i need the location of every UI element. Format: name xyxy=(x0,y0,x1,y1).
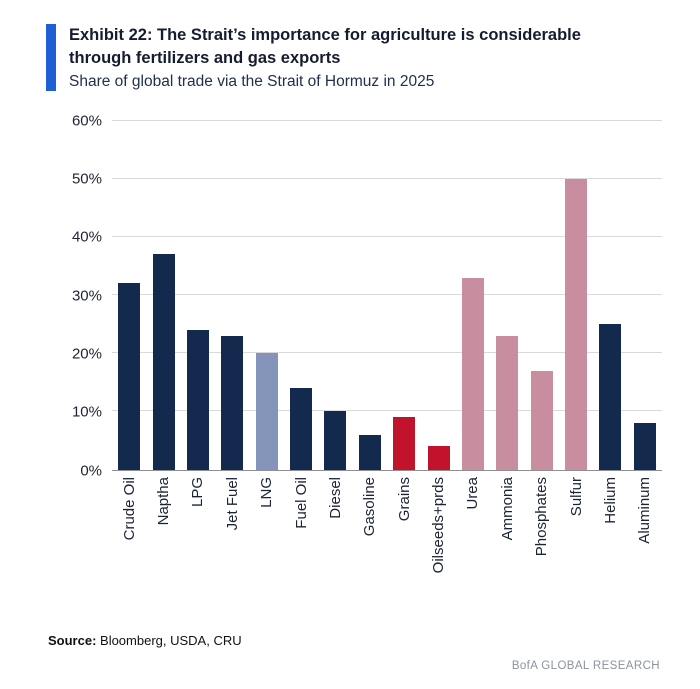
bar-slot xyxy=(318,121,352,470)
source-text: Bloomberg, USDA, CRU xyxy=(96,632,242,648)
exhibit-title: Exhibit 22: The Strait’s importance for … xyxy=(69,26,581,67)
bar-gasoline xyxy=(358,434,381,470)
title-block: Exhibit 22: The Strait’s importance for … xyxy=(69,24,660,91)
exhibit-header: Exhibit 22: The Strait’s importance for … xyxy=(46,24,660,91)
gridlines xyxy=(112,119,662,470)
title-accent-bar xyxy=(46,24,56,91)
bar-fuel-oil xyxy=(290,388,313,470)
bar-slot xyxy=(525,121,559,470)
y-axis: 0% 10% 20% 30% 40% 50% 60% xyxy=(62,112,112,479)
y-tick-label: 30% xyxy=(71,287,102,305)
bar-diesel xyxy=(324,411,347,470)
source-line: Source: Bloomberg, USDA, CRU xyxy=(48,633,662,648)
x-axis-label: LPG xyxy=(189,476,207,507)
bar-slot xyxy=(284,121,318,470)
bar-sulfur xyxy=(565,178,588,470)
bar-ammonia xyxy=(496,335,519,470)
bar-slot xyxy=(353,121,387,470)
bar-slot xyxy=(250,121,284,470)
x-axis-label: Phosphates xyxy=(533,476,551,556)
x-axis-label: Grains xyxy=(395,476,413,521)
bar-lpg xyxy=(186,329,209,470)
bar-slot xyxy=(146,121,180,470)
source-label: Source: xyxy=(48,632,97,648)
x-axis-label: Urea xyxy=(464,476,482,510)
x-axis-label: Helium xyxy=(601,476,619,524)
bar-crude-oil xyxy=(118,283,141,470)
bar-slot xyxy=(456,121,490,470)
x-axis-label: Diesel xyxy=(326,476,344,519)
bar-slot xyxy=(215,121,249,470)
x-axis-labels: Crude Oil Naptha LPG Jet Fuel LNG Fuel Oil Die… xyxy=(112,477,662,619)
bar-slot xyxy=(181,121,215,470)
bar-naptha xyxy=(152,254,175,470)
bar-grains xyxy=(393,417,416,470)
bar-aluminum xyxy=(633,423,656,470)
bar-slot xyxy=(628,121,662,470)
y-tick-label: 10% xyxy=(71,403,102,421)
x-axis-label: Jet Fuel xyxy=(223,476,241,530)
y-tick-label: 0% xyxy=(80,462,102,480)
gridline xyxy=(112,235,662,237)
bar-lng xyxy=(255,353,278,470)
bar-slot xyxy=(490,121,524,470)
brand-mark: BofA GLOBAL RESEARCH xyxy=(511,659,660,672)
gridline xyxy=(112,177,662,179)
bars-container xyxy=(112,121,662,470)
x-axis-label: Sulfur xyxy=(567,476,585,516)
bar-slot xyxy=(421,121,455,470)
bar-chart: 0% 10% 20% 30% 40% 50% 60% xyxy=(62,112,662,479)
x-axis-label: Naptha xyxy=(155,476,173,525)
x-axis-label: Aluminum xyxy=(636,476,654,544)
bar-slot xyxy=(593,121,627,470)
y-tick-label: 20% xyxy=(71,345,102,363)
gridline xyxy=(112,410,662,412)
bar-slot xyxy=(387,121,421,470)
gridline xyxy=(112,294,662,296)
bar-helium xyxy=(599,324,622,470)
x-axis-label: Crude Oil xyxy=(120,476,138,540)
plot-area xyxy=(112,119,662,471)
y-tick-label: 60% xyxy=(71,112,102,130)
bar-jet-fuel xyxy=(221,335,244,470)
bar-oilseeds-prds xyxy=(427,446,450,470)
bar-urea xyxy=(461,277,484,470)
x-axis-label: Fuel Oil xyxy=(292,476,310,529)
gridline xyxy=(112,352,662,354)
x-axis-label: Oilseeds+prds xyxy=(430,476,448,573)
x-axis-label: LNG xyxy=(258,476,276,508)
exhibit-subtitle: Share of global trade via the Strait of … xyxy=(69,72,435,90)
y-tick-label: 40% xyxy=(71,228,102,246)
y-tick-label: 50% xyxy=(71,170,102,188)
bar-slot xyxy=(559,121,593,470)
gridline xyxy=(112,119,662,121)
exhibit-page: Exhibit 22: The Strait’s importance for … xyxy=(0,24,700,689)
bar-slot xyxy=(112,121,146,470)
x-axis-label: Gasoline xyxy=(361,476,379,536)
bar-phosphates xyxy=(530,370,553,470)
x-axis-label: Ammonia xyxy=(498,476,516,540)
